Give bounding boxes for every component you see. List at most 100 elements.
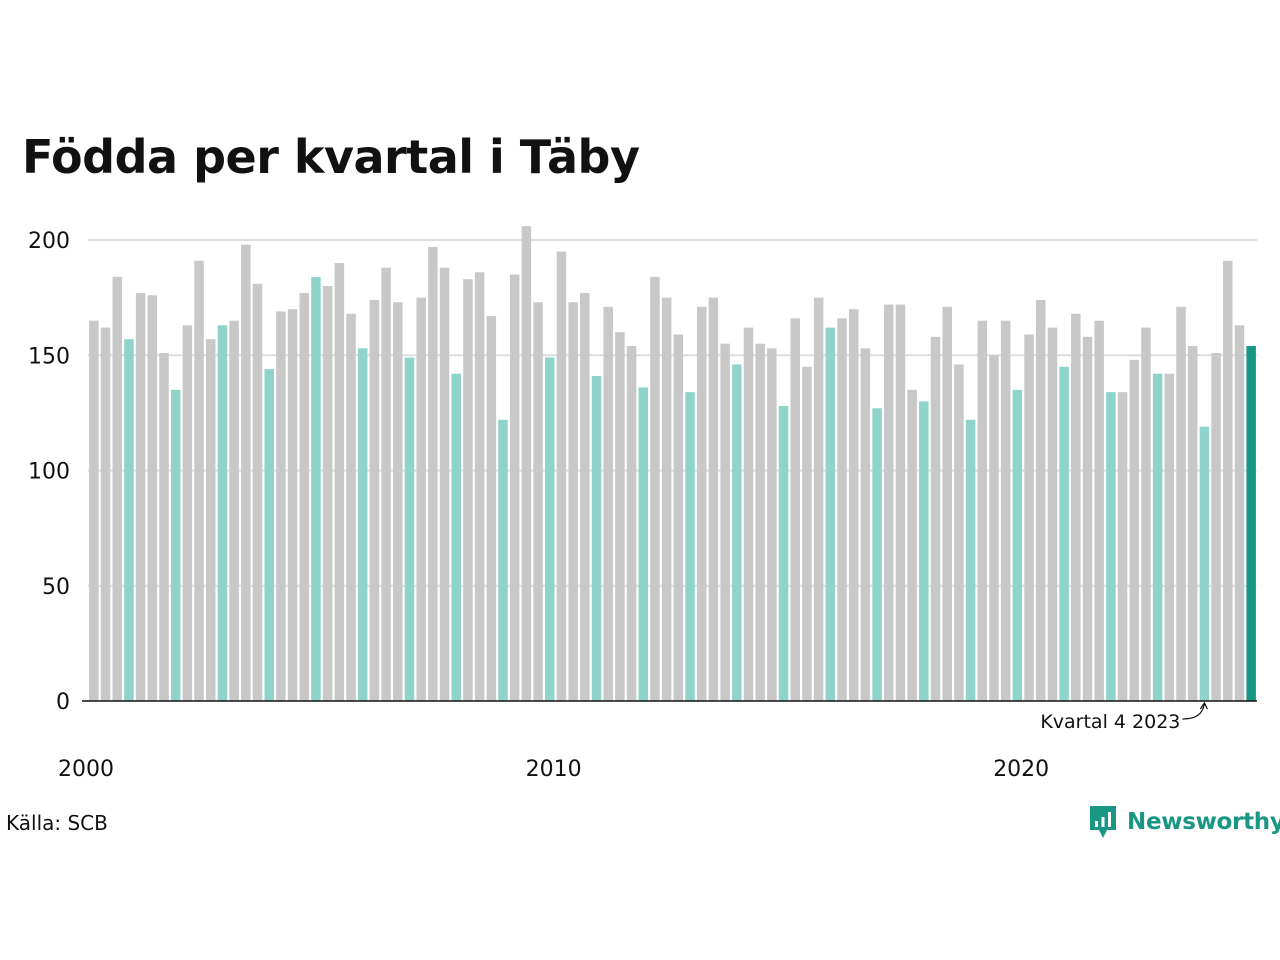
- bar: [381, 267, 391, 701]
- bar: [685, 392, 695, 701]
- bar: [264, 369, 274, 701]
- bar: [919, 401, 929, 701]
- bar: [767, 348, 777, 701]
- bar: [778, 405, 789, 701]
- bar: [474, 272, 485, 701]
- bar: [135, 293, 146, 701]
- bar: [1117, 392, 1128, 701]
- bar: [848, 309, 859, 701]
- bar: [860, 348, 871, 701]
- bar: [229, 320, 239, 701]
- bar: [720, 343, 730, 701]
- bar: [1199, 426, 1210, 701]
- bar: [895, 304, 906, 701]
- brand-name: Newsworthy: [1127, 809, 1280, 835]
- bar: [1234, 325, 1245, 701]
- bar: [696, 306, 707, 701]
- source-label: Källa: SCB: [6, 811, 108, 835]
- bar: [1094, 320, 1104, 701]
- bar: [1187, 346, 1198, 701]
- bar: [311, 276, 321, 701]
- bar: [603, 306, 613, 701]
- annotation: Kvartal 4 2023: [1040, 701, 1208, 733]
- bar: [182, 325, 193, 701]
- bar: [206, 339, 216, 701]
- bar: [1082, 336, 1093, 701]
- bar: [954, 364, 964, 701]
- annotation-arrow: [1182, 703, 1205, 720]
- bar: [276, 311, 286, 701]
- bar: [650, 276, 660, 701]
- y-tick-label: 0: [56, 690, 70, 715]
- bar: [1246, 346, 1256, 701]
- x-axis-tick-labels: 2000 2010 2020: [58, 757, 1049, 782]
- bar: [1012, 389, 1023, 701]
- bar: [825, 327, 836, 701]
- bar: [1152, 373, 1163, 701]
- bar: [170, 389, 181, 701]
- bar: [217, 325, 228, 701]
- bar: [486, 316, 497, 701]
- bar: [334, 263, 345, 701]
- bar: [404, 357, 415, 701]
- bar: [369, 299, 380, 701]
- bar: [568, 302, 578, 701]
- bar: [1164, 373, 1175, 701]
- bar: [626, 346, 637, 701]
- bar: [112, 276, 122, 701]
- bar: [732, 364, 742, 701]
- bar: [1000, 320, 1011, 701]
- bar: [1141, 327, 1151, 701]
- bar: [591, 376, 602, 701]
- bar: [755, 343, 765, 701]
- bar: [1106, 392, 1116, 701]
- bar: [451, 373, 461, 701]
- bar: [1211, 352, 1221, 701]
- y-axis-tick-labels: 0 50 100 150 200: [28, 229, 70, 715]
- bar: [346, 313, 356, 701]
- bar: [638, 387, 649, 701]
- bar: [942, 306, 952, 701]
- bar: [872, 408, 882, 701]
- bar: [790, 318, 800, 701]
- bar: [194, 260, 204, 701]
- bar: [661, 297, 672, 702]
- brand[interactable]: Newsworthy: [1088, 804, 1280, 840]
- gridlines: [88, 239, 1257, 587]
- bars: [89, 226, 1256, 702]
- bar: [802, 366, 812, 701]
- y-tick-label: 50: [42, 575, 70, 600]
- bar: [1129, 359, 1139, 701]
- bar: [439, 267, 450, 701]
- bar: [1059, 366, 1069, 701]
- bar: [1176, 306, 1186, 701]
- bar: [1024, 334, 1034, 701]
- bar: [299, 293, 310, 701]
- bar: [743, 327, 754, 701]
- annotation-arrowhead: [1199, 701, 1208, 710]
- bar: [813, 297, 824, 702]
- bar: [884, 304, 894, 701]
- page-title: Födda per kvartal i Täby: [22, 130, 640, 184]
- bar: [89, 320, 99, 701]
- bar: [509, 274, 520, 701]
- y-tick-label: 150: [28, 344, 70, 369]
- bar: [463, 279, 473, 701]
- bar: [287, 309, 298, 701]
- bar: [416, 297, 426, 702]
- bar: [545, 357, 555, 701]
- bar: [989, 355, 999, 701]
- bar: [393, 302, 403, 701]
- bar: [556, 251, 567, 701]
- bar: [241, 244, 251, 702]
- bar-chart: 0 50 100 150 200 2000 2010 2020 Kvartal 4 2023: [28, 226, 1257, 782]
- bar: [124, 339, 134, 701]
- y-tick-label: 100: [28, 460, 70, 485]
- annotation-label: Kvartal 4 2023: [1040, 711, 1180, 733]
- bar: [965, 419, 976, 701]
- bar: [1071, 313, 1081, 701]
- bar: [615, 332, 625, 701]
- bar: [428, 246, 438, 702]
- x-tick-label: 2020: [993, 757, 1049, 782]
- bar: [930, 336, 941, 701]
